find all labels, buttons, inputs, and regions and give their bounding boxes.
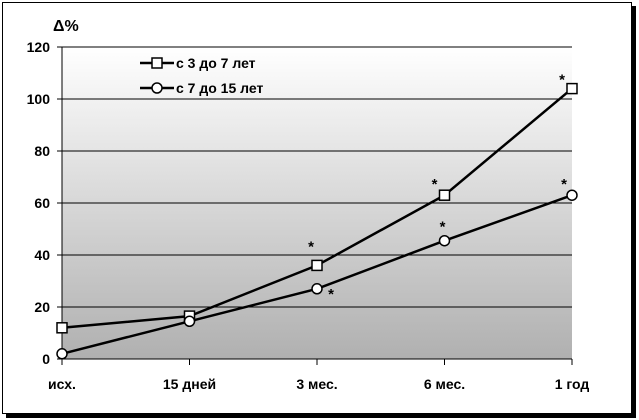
- significance-annotation: *: [440, 219, 446, 236]
- y-tick-label: 120: [27, 39, 51, 55]
- y-tick-label: 20: [34, 299, 50, 315]
- legend: с 3 до 7 лет с 7 до 15 лет: [140, 55, 263, 96]
- data-point: [566, 189, 578, 201]
- x-tick-labels: исх. 15 дней 3 мес. 6 мес. 1 год: [48, 376, 589, 392]
- data-point: [311, 283, 323, 295]
- x-tick-label: 6 мес.: [424, 376, 465, 392]
- data-point: [56, 322, 68, 334]
- y-tick-label: 0: [42, 351, 50, 367]
- data-point: [438, 234, 451, 247]
- significance-annotation: *: [561, 176, 567, 193]
- legend-label: с 3 до 7 лет: [176, 55, 256, 71]
- x-tick-label: исх.: [48, 376, 76, 392]
- grid-lines: [62, 46, 572, 308]
- y-tick-label: 60: [34, 195, 50, 211]
- series-group: * * * * * *: [56, 72, 578, 360]
- data-point: [438, 189, 451, 201]
- data-point: [311, 259, 323, 272]
- y-tick-label: 80: [34, 143, 50, 159]
- significance-annotation: *: [308, 238, 314, 255]
- x-tick-label: 3 мес.: [296, 376, 337, 392]
- data-point: [183, 315, 196, 328]
- data-point: [56, 348, 68, 360]
- significance-annotation: *: [559, 72, 565, 89]
- y-tick-label: 100: [27, 91, 51, 107]
- legend-label: с 7 до 15 лет: [176, 80, 263, 96]
- significance-annotation: *: [328, 286, 334, 303]
- x-tick-label: 15 дней: [163, 376, 216, 392]
- x-tick-label: 1 год: [555, 376, 590, 392]
- y-tick-labels: 0 20 40 60 80 100 120: [27, 39, 51, 367]
- y-tick-label: 40: [34, 247, 50, 263]
- significance-annotation: *: [432, 176, 438, 193]
- data-point: [566, 82, 578, 95]
- legend-marker: [151, 57, 163, 69]
- axes: [57, 46, 573, 365]
- legend-marker: [151, 82, 163, 94]
- y-axis-label: Δ%: [53, 18, 79, 35]
